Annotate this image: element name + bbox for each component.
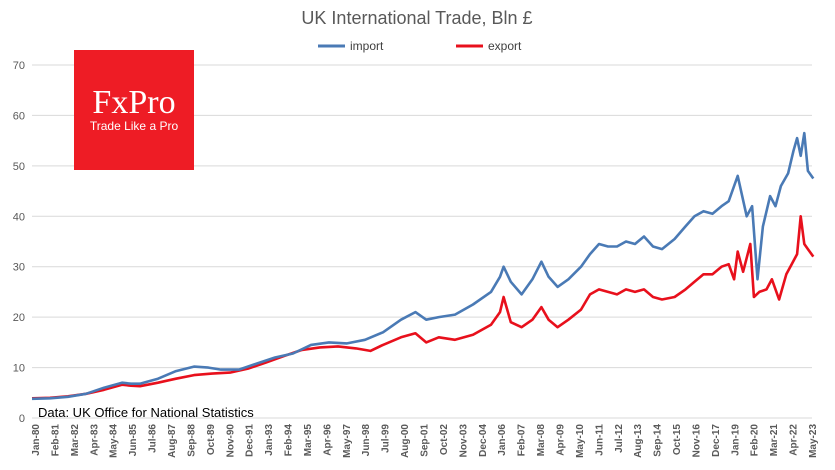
x-tick-label: Apr-83 [89,424,100,456]
y-tick-label: 10 [13,363,25,375]
x-tick-label: Aug-00 [400,424,411,458]
legend-import-label: import [350,39,384,53]
x-tick-label: Nov-16 [691,424,702,458]
x-tick-label: Feb-07 [517,424,528,457]
x-tick-label: Feb-94 [284,424,295,457]
x-tick-label: Oct-15 [672,424,683,456]
x-tick-label: Dec-17 [711,424,722,457]
series-line-import [31,131,815,401]
y-tick-label: 0 [19,413,25,425]
fxpro-logo: FxPro Trade Like a Pro [74,50,194,170]
x-tick-label: Apr-96 [322,424,333,456]
x-tick-label: Jul-86 [148,424,159,453]
x-tick-label: Nov-03 [458,424,469,458]
x-tick-label: Jan-80 [31,424,42,456]
x-tick-label: Apr-22 [789,424,800,456]
x-tick-label: Jun-98 [361,424,372,457]
y-tick-label: 70 [13,60,25,72]
x-tick-label: Jul-99 [381,424,392,453]
legend: import export [318,39,522,53]
chart-title: UK International Trade, Bln £ [301,8,532,28]
x-tick-label: Jul-12 [614,424,625,453]
x-tick-label: Apr-09 [555,424,566,456]
x-tick-label: Oct-02 [439,424,450,456]
x-tick-label: Dec-91 [245,424,256,457]
logo-tagline: Trade Like a Pro [90,119,179,133]
x-axis-ticks: Jan-80 Feb-81 Mar-82 Apr-83 May-84 Jun-85 Jul-… [31,424,819,458]
x-tick-label: May-84 [109,424,120,458]
logo-background [74,50,194,170]
x-tick-label: Sep-88 [186,424,197,457]
legend-export-label: export [488,39,522,53]
x-tick-label: Jan-19 [730,424,741,456]
x-tick-label: Sep-14 [653,424,664,457]
x-tick-label: Jan-93 [264,424,275,456]
x-tick-label: Jun-85 [128,424,139,457]
y-tick-label: 20 [13,312,25,324]
x-tick-label: Mar-95 [303,424,314,457]
x-tick-label: Oct-89 [206,424,217,456]
x-tick-label: May-97 [342,424,353,458]
y-tick-label: 30 [13,262,25,274]
x-tick-label: Jan-06 [497,424,508,456]
x-tick-label: Aug-87 [167,424,178,458]
source-note: Data: UK Office for National Statistics [38,405,254,420]
series-line-export [31,215,815,400]
y-axis-ticks: 0 10 20 30 40 50 60 70 [13,60,25,425]
logo-wordmark: FxPro [92,84,175,121]
y-tick-label: 50 [13,161,25,173]
series-lines [31,131,815,401]
y-tick-label: 40 [13,211,25,223]
x-tick-label: Mar-08 [536,424,547,457]
x-tick-label: Sep-01 [420,424,431,457]
x-tick-label: May-10 [575,424,586,458]
x-tick-label: Dec-04 [478,424,489,457]
y-tick-label: 60 [13,110,25,122]
x-tick-label: Feb-20 [750,424,761,457]
x-tick-label: May-23 [808,424,819,458]
x-tick-label: Jun-11 [594,424,605,456]
x-tick-label: Feb-81 [50,424,61,457]
x-tick-label: Mar-21 [769,424,780,457]
x-tick-label: Nov-90 [225,424,236,458]
x-tick-label: Mar-82 [70,424,81,457]
x-tick-label: Aug-13 [633,424,644,458]
